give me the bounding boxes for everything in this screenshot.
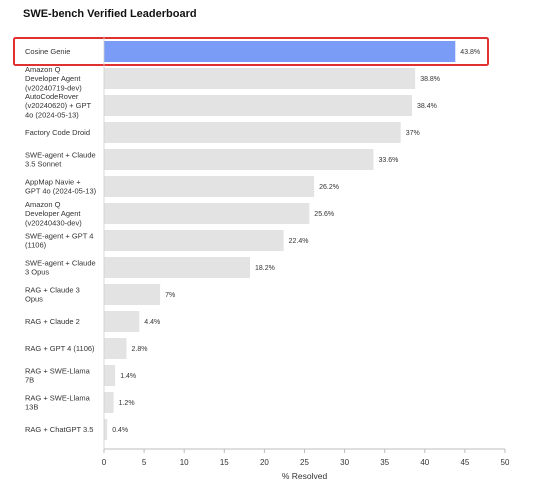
x-tick-label: 50 xyxy=(501,458,510,467)
bar xyxy=(104,338,127,359)
value-label: 22.4% xyxy=(289,238,309,245)
value-label: 18.2% xyxy=(255,265,275,272)
category-label: Amazon Q Developer Agent (v20240719-dev) xyxy=(25,65,82,92)
bar xyxy=(104,68,416,89)
category-label: AutoCodeRover (v20240620) + GPT 4o (2024-0… xyxy=(25,92,91,119)
category-label: RAG + GPT 4 (1106) xyxy=(25,344,95,353)
value-label: 38.4% xyxy=(417,103,437,110)
category-label: RAG + SWE-Llama 7B xyxy=(25,367,91,385)
x-tick-label: 45 xyxy=(460,458,469,467)
category-label: Amazon Q Developer Agent (v20240430-dev) xyxy=(25,200,82,227)
category-label: RAG + Claude 2 xyxy=(25,317,80,326)
value-label: 4.4% xyxy=(144,319,160,326)
category-label: RAG + Claude 3 Opus xyxy=(25,286,80,304)
bar xyxy=(104,257,250,278)
category-label: AppMap Navie + GPT 4o (2024-05-13) xyxy=(25,178,97,196)
bar xyxy=(104,392,114,413)
bar xyxy=(104,284,161,305)
x-tick-label: 25 xyxy=(300,458,309,467)
bar xyxy=(104,149,374,170)
value-label: 1.4% xyxy=(120,373,136,380)
bar xyxy=(104,122,401,143)
value-label: 25.6% xyxy=(314,211,334,218)
bar xyxy=(104,230,284,251)
x-tick-label: 15 xyxy=(220,458,229,467)
x-tick-label: 30 xyxy=(340,458,349,467)
x-tick-label: 5 xyxy=(142,458,147,467)
x-tick-label: 40 xyxy=(420,458,429,467)
category-label: SWE-agent + GPT 4 (1106) xyxy=(25,232,93,250)
chart-title: SWE-bench Verified Leaderboard xyxy=(23,8,197,20)
bar xyxy=(104,365,116,386)
x-tick-label: 0 xyxy=(102,458,107,467)
category-label: Factory Code Droid xyxy=(25,128,90,137)
bar xyxy=(104,176,315,197)
x-tick-label: 10 xyxy=(180,458,189,467)
x-tick-label: 20 xyxy=(260,458,269,467)
category-label: Cosine Genie xyxy=(25,47,70,56)
x-tick-label: 35 xyxy=(380,458,389,467)
bar xyxy=(104,203,310,224)
category-label: SWE-agent + Claude 3.5 Sonnet xyxy=(25,151,96,169)
category-label: RAG + ChatGPT 3.5 xyxy=(25,425,93,434)
bar xyxy=(104,95,412,116)
value-label: 33.6% xyxy=(379,157,399,164)
value-label: 38.8% xyxy=(420,76,440,83)
value-label: 1.2% xyxy=(119,400,135,407)
value-label: 2.8% xyxy=(132,346,148,353)
value-label: 26.2% xyxy=(319,184,339,191)
highlight-box xyxy=(13,37,489,66)
bar xyxy=(104,311,140,332)
value-label: 43.8% xyxy=(460,49,480,56)
value-label: 37% xyxy=(406,130,420,137)
category-label: SWE-agent + Claude 3 Opus xyxy=(25,259,96,277)
value-label: 7% xyxy=(165,292,175,299)
bar xyxy=(104,41,456,62)
category-label: RAG + SWE-Llama 13B xyxy=(25,394,91,412)
x-axis-label: % Resolved xyxy=(282,471,328,481)
value-label: 0.4% xyxy=(112,427,128,434)
bar xyxy=(104,419,108,440)
